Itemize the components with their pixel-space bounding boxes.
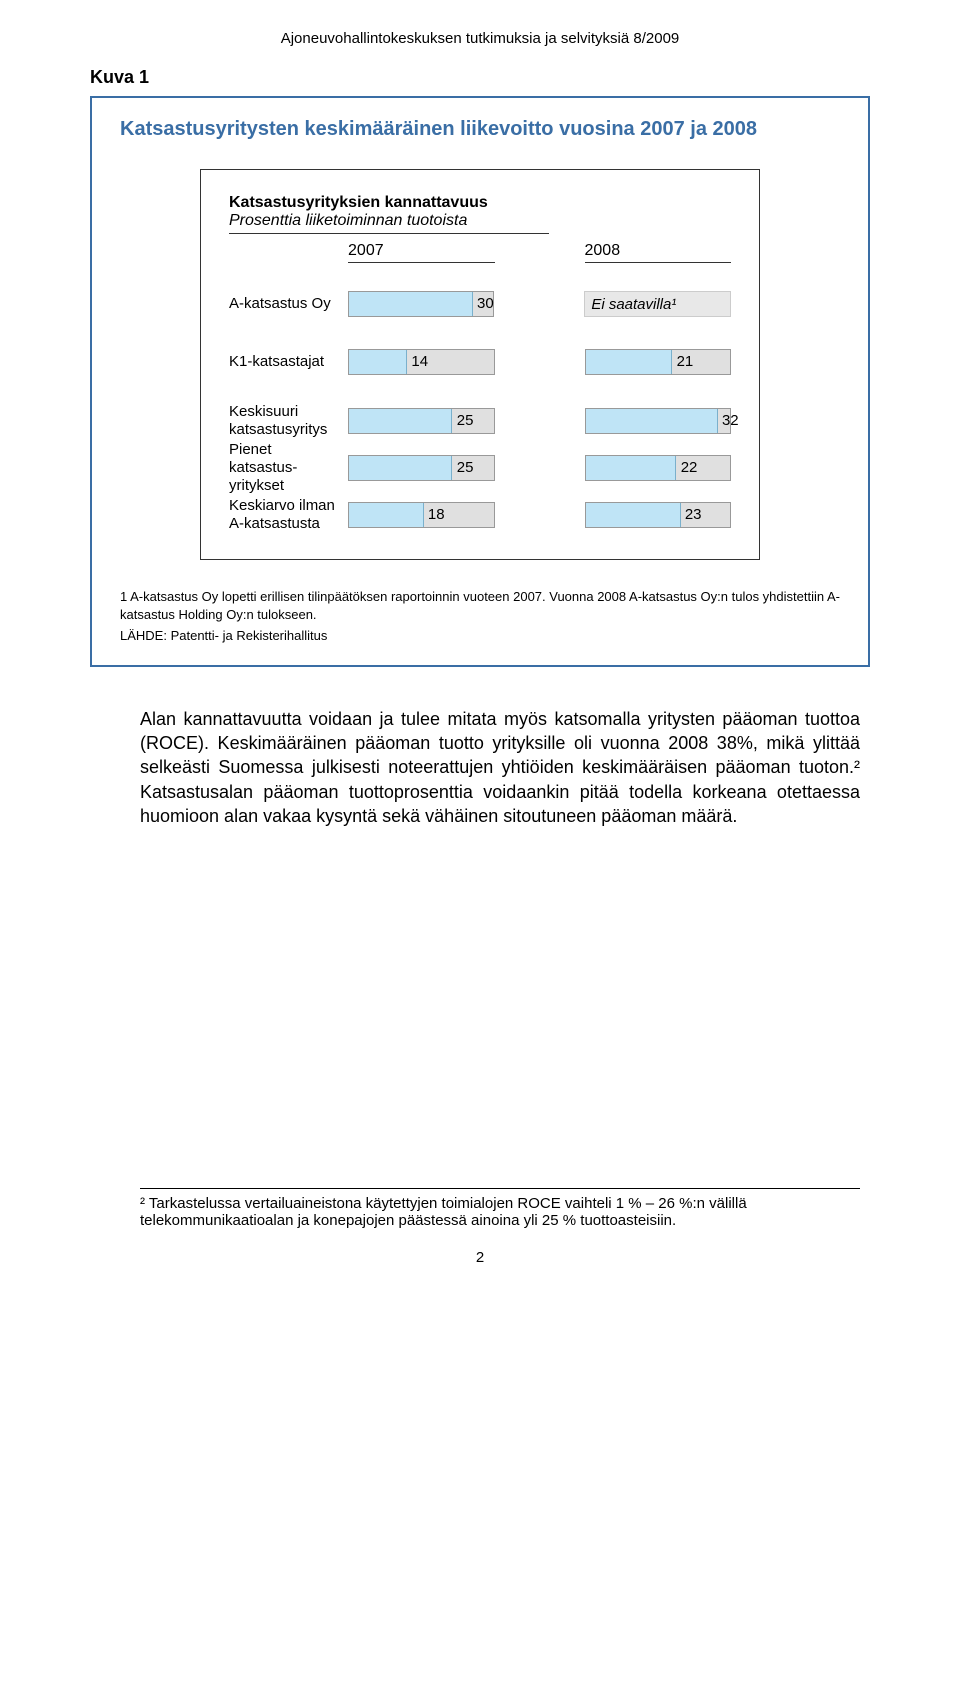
data-row: Pienet katsastus-yritykset 25 22 [229,441,731,495]
bar-2007: 25 [348,455,494,481]
data-row: Keskiarvo ilman A-katsastusta 18 23 [229,497,731,533]
chart-subtitle-italic: Prosenttia liiketoiminnan tuotoista [229,212,549,234]
bar-value: 22 [681,459,698,476]
bar-value: 23 [685,506,702,523]
row-label: A-katsastus Oy [229,295,348,313]
bar-2008: 32 [585,408,731,434]
chart-footnote-1: 1 A-katsastus Oy lopetti erillisen tilin… [120,588,840,623]
bar-2007: 14 [348,349,494,375]
bar-value: 18 [428,506,445,523]
data-row: Keskisuuri katsastusyritys 25 32 [229,403,731,439]
bar-value: 32 [722,412,739,429]
bar-value: 14 [411,353,428,370]
figure-label: Kuva 1 [90,67,870,88]
bar-2008: 21 [585,349,731,375]
bar-2007: 30 [348,291,494,317]
year-row: 2007 2008 [229,240,731,263]
bar-2007: 18 [348,502,494,528]
row-label: K1-katsastajat [229,353,348,371]
row-label: Keskisuuri katsastusyritys [229,403,348,439]
no-data-text: Ei saatavilla¹ [584,291,731,317]
bar-2007: 25 [348,408,494,434]
bar-2008: 23 [585,502,731,528]
bar-value: 25 [457,412,474,429]
data-row: A-katsastus Oy 30 Ei saatavilla¹ [229,287,731,321]
data-row: K1-katsastajat 14 21 [229,345,731,379]
chart-container: Katsastusyritysten keskimääräinen liikev… [90,96,870,667]
bar-value: 30 [477,295,494,312]
chart-subtitle-bold: Katsastusyrityksien kannattavuus [229,194,731,212]
page-number: 2 [90,1249,870,1266]
chart-title: Katsastusyritysten keskimääräinen liikev… [120,118,840,141]
row-label: Keskiarvo ilman A-katsastusta [229,497,348,533]
row-label: Pienet katsastus-yritykset [229,441,348,495]
year-2008: 2008 [585,240,731,263]
bar-2008: 22 [585,455,731,481]
doc-header: Ajoneuvohallintokeskuksen tutkimuksia ja… [90,30,870,47]
bar-value: 25 [457,459,474,476]
chart-footnote-source: LÄHDE: Patentti- ja Rekisterihallitus [120,627,840,645]
chart-inner-box: Katsastusyrityksien kannattavuus Prosent… [200,169,760,560]
bar-value: 21 [677,353,694,370]
year-2007: 2007 [348,240,494,263]
bottom-footnote: ² Tarkastelussa vertailuaineistona käyte… [140,1188,860,1229]
body-paragraph: Alan kannattavuutta voidaan ja tulee mit… [140,707,860,828]
